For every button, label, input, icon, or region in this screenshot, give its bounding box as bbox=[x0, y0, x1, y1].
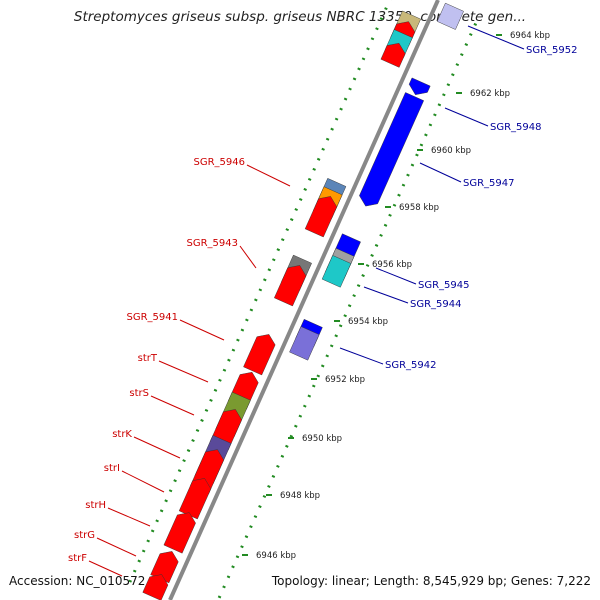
kbp-label: 6962 kbp bbox=[470, 89, 510, 99]
forward-leader-line bbox=[150, 395, 195, 416]
reverse-leader-line bbox=[339, 347, 384, 365]
forward-gene-label[interactable]: strT bbox=[138, 353, 158, 364]
kbp-label: 6948 kbp bbox=[280, 491, 320, 501]
forward-leader-line bbox=[246, 164, 291, 187]
forward-gene-label[interactable]: SGR_5941 bbox=[127, 312, 179, 323]
forward-gene-label[interactable]: strH bbox=[85, 500, 106, 511]
backbone-line bbox=[168, 0, 440, 600]
kbp-label: 6954 kbp bbox=[348, 317, 388, 327]
reverse-gene-label[interactable]: SGR_5944 bbox=[410, 299, 462, 310]
forward-gene-label[interactable]: strK bbox=[112, 429, 132, 440]
forward-gene-label[interactable]: strS bbox=[129, 388, 149, 399]
forward-gene[interactable] bbox=[380, 39, 408, 68]
forward-gene[interactable] bbox=[274, 261, 309, 307]
kbp-label: 6960 kbp bbox=[431, 146, 471, 156]
forward-leader-line bbox=[239, 245, 257, 269]
kbp-label: 6964 kbp bbox=[510, 31, 550, 41]
kbp-label: 6950 kbp bbox=[302, 434, 342, 444]
gene-labels[interactable]: SGR_5946 SGR_5943 SGR_5941 strT strS strK strI… bbox=[68, 25, 578, 577]
gene-features[interactable] bbox=[142, 2, 464, 600]
forward-track bbox=[128, 0, 392, 583]
forward-leader-line bbox=[96, 537, 137, 557]
reverse-leader-line bbox=[363, 286, 409, 304]
forward-gene-label[interactable]: strG bbox=[74, 530, 95, 541]
forward-gene[interactable] bbox=[243, 330, 278, 376]
reverse-gene-label[interactable]: SGR_5947 bbox=[463, 178, 515, 189]
kbp-label: 6946 kbp bbox=[256, 551, 296, 561]
genome-backbone bbox=[168, 0, 440, 600]
forward-gene-label[interactable]: SGR_5943 bbox=[187, 238, 239, 249]
kbp-label: 6958 kbp bbox=[399, 203, 439, 213]
kbp-scale: 6964 kbp 6962 kbp 6960 kbp 6958 kbp 6956 kbp… bbox=[242, 31, 550, 561]
forward-gene-label[interactable]: strF bbox=[68, 553, 87, 564]
forward-gene-label[interactable]: strI bbox=[104, 463, 120, 474]
forward-gene-label[interactable]: SGR_5946 bbox=[194, 157, 246, 168]
forward-gene[interactable] bbox=[304, 192, 340, 238]
forward-gene[interactable] bbox=[163, 509, 199, 554]
kbp-label: 6956 kbp bbox=[372, 260, 412, 270]
reverse-gene[interactable] bbox=[436, 2, 464, 30]
reverse-gene-label[interactable]: SGR_5942 bbox=[385, 360, 437, 371]
reverse-gene[interactable] bbox=[406, 77, 431, 99]
reverse-leader-line bbox=[375, 267, 417, 285]
topology-summary: Topology: linear; Length: 8,545,929 bp; … bbox=[271, 574, 591, 588]
forward-gene[interactable] bbox=[178, 474, 214, 520]
reverse-gene[interactable] bbox=[357, 92, 424, 210]
forward-leader-line bbox=[107, 507, 151, 527]
reverse-gene-label[interactable]: SGR_5945 bbox=[418, 280, 470, 291]
forward-leader-line bbox=[88, 560, 123, 577]
forward-leader-line bbox=[121, 470, 165, 493]
reverse-gene[interactable] bbox=[321, 255, 352, 288]
reverse-leader-line bbox=[467, 25, 525, 50]
forward-leader-line bbox=[133, 436, 181, 459]
reverse-gene[interactable] bbox=[289, 326, 320, 361]
forward-leader-line bbox=[158, 360, 209, 383]
reverse-gene-label[interactable]: SGR_5952 bbox=[526, 45, 578, 56]
kbp-label: 6952 kbp bbox=[325, 375, 365, 385]
accession-text: Accession: NC_010572 bbox=[9, 574, 146, 588]
reverse-leader-line bbox=[444, 107, 489, 127]
forward-gene[interactable] bbox=[142, 570, 171, 600]
forward-leader-line bbox=[179, 319, 225, 341]
reverse-gene-label[interactable]: SGR_5948 bbox=[490, 122, 542, 133]
reverse-leader-line bbox=[419, 162, 462, 183]
